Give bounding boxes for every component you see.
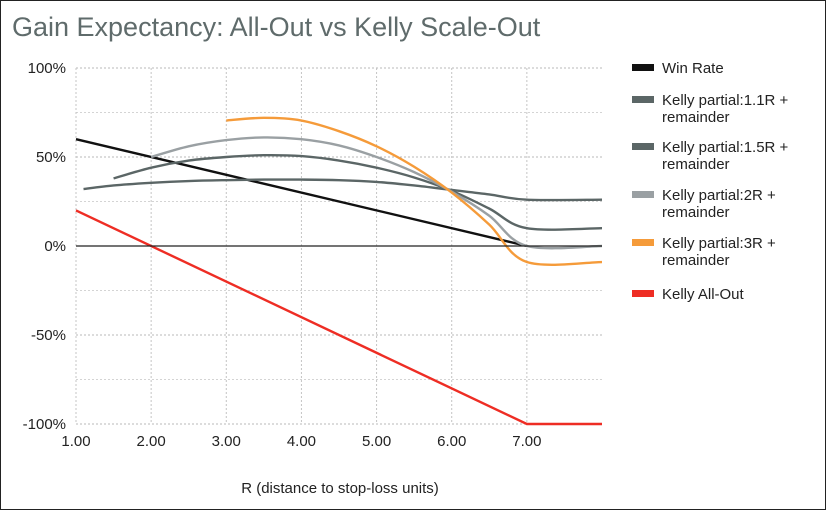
legend-label: Kelly partial:1.1R +	[662, 92, 789, 109]
y-tick-label: -50%	[31, 327, 66, 344]
series-line-2	[113, 153, 603, 231]
series-line-3	[150, 136, 603, 250]
y-tick-label: 50%	[36, 149, 66, 166]
x-axis-label: R (distance to stop-loss units)	[241, 480, 439, 497]
series-line-4	[226, 116, 603, 266]
legend-label: remainder	[662, 204, 730, 221]
legend-swatch	[632, 239, 654, 246]
legend-swatch	[632, 191, 654, 198]
x-tick-label: 2.00	[137, 433, 166, 450]
x-tick-label: 3.00	[212, 433, 241, 450]
legend-label: Win Rate	[662, 60, 724, 77]
legend-swatch	[632, 143, 654, 150]
legend-label: remainder	[662, 109, 730, 126]
series-lines	[75, 116, 603, 426]
x-axis-ticks: 1.00 2.00 3.00 4.00 5.00 6.00 7.00	[61, 433, 541, 450]
x-tick-label: 5.00	[362, 433, 391, 450]
legend-swatch	[632, 290, 654, 297]
legend-swatch	[632, 96, 654, 103]
x-tick-label: 1.00	[61, 433, 90, 450]
y-tick-label: 0%	[44, 238, 66, 255]
y-axis-ticks: 100% 50% 0% -50% -100%	[23, 60, 66, 433]
legend-label: Kelly partial:3R +	[662, 235, 776, 252]
legend-label: Kelly All-Out	[662, 286, 745, 303]
series-line-0	[75, 138, 528, 248]
y-tick-label: -100%	[23, 416, 66, 433]
x-tick-label: 7.00	[512, 433, 541, 450]
y-tick-label: 100%	[28, 60, 66, 77]
series-line-1	[83, 178, 603, 202]
legend-swatch	[632, 64, 654, 71]
legend-label: remainder	[662, 252, 730, 269]
chart-title: Gain Expectancy: All-Out vs Kelly Scale-…	[12, 12, 541, 42]
legend-label: remainder	[662, 156, 730, 173]
legend-label: Kelly partial:1.5R +	[662, 139, 789, 156]
x-tick-label: 4.00	[287, 433, 316, 450]
legend-label: Kelly partial:2R +	[662, 187, 776, 204]
series-line-5	[75, 209, 602, 426]
x-tick-label: 6.00	[437, 433, 466, 450]
